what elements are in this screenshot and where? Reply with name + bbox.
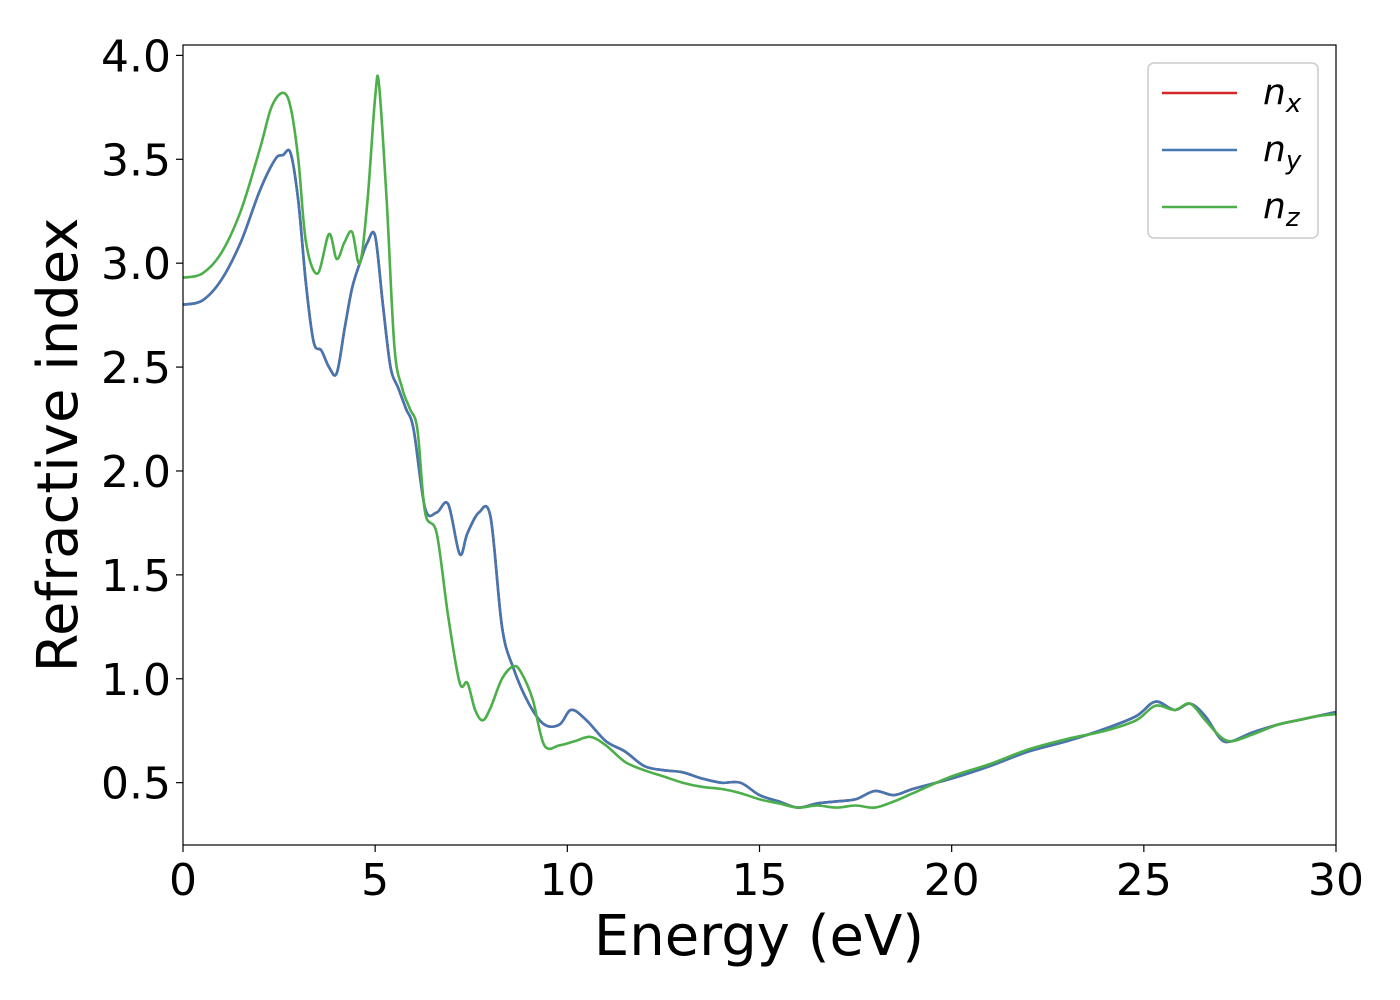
y-axis-title: Refractive index	[26, 218, 91, 673]
x-tick-label: 15	[732, 855, 788, 906]
legend-label-nx: nx	[1263, 72, 1302, 119]
x-tick-label: 10	[539, 855, 595, 906]
series-layer	[182, 74, 1337, 810]
x-tick-label: 5	[361, 855, 389, 906]
y-tick-label: 0.5	[101, 759, 171, 810]
series-line-ny	[182, 148, 1337, 809]
y-tick-label: 4.0	[101, 31, 171, 82]
legend-label-ny: ny	[1263, 129, 1302, 176]
y-tick-label: 3.5	[101, 135, 171, 186]
y-tick-label: 1.5	[101, 551, 171, 602]
legend: nx ny nz	[1147, 62, 1319, 239]
y-tick-label: 1.0	[101, 655, 171, 706]
legend-items: nx ny nz	[1162, 72, 1302, 233]
x-axis-ticks: 0 5 10 15 20 25 30	[169, 845, 1364, 906]
y-tick-label: 2.5	[101, 343, 171, 394]
y-axis-ticks: 0.5 1.0 1.5 2.0 2.5 3.0 3.5 4.0	[101, 31, 183, 810]
legend-label-nz: nz	[1263, 186, 1301, 233]
x-tick-label: 0	[169, 855, 197, 906]
x-tick-label: 25	[1116, 855, 1172, 906]
y-tick-label: 2.0	[101, 447, 171, 498]
series-line-nz	[182, 74, 1337, 810]
y-tick-label: 3.0	[101, 239, 171, 290]
x-tick-label: 20	[924, 855, 980, 906]
x-axis-title: Energy (eV)	[594, 904, 924, 969]
x-tick-label: 30	[1308, 855, 1364, 906]
